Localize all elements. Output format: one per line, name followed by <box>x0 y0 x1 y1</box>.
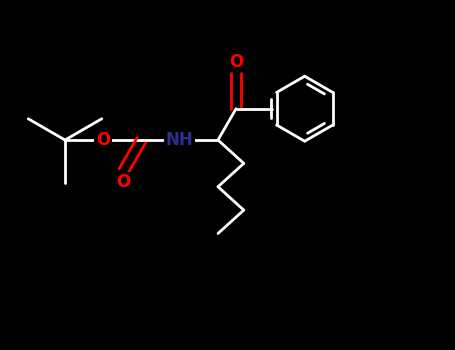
Text: NH: NH <box>166 131 194 149</box>
Text: O: O <box>229 52 243 71</box>
Text: O: O <box>96 131 111 149</box>
Text: O: O <box>116 173 131 191</box>
